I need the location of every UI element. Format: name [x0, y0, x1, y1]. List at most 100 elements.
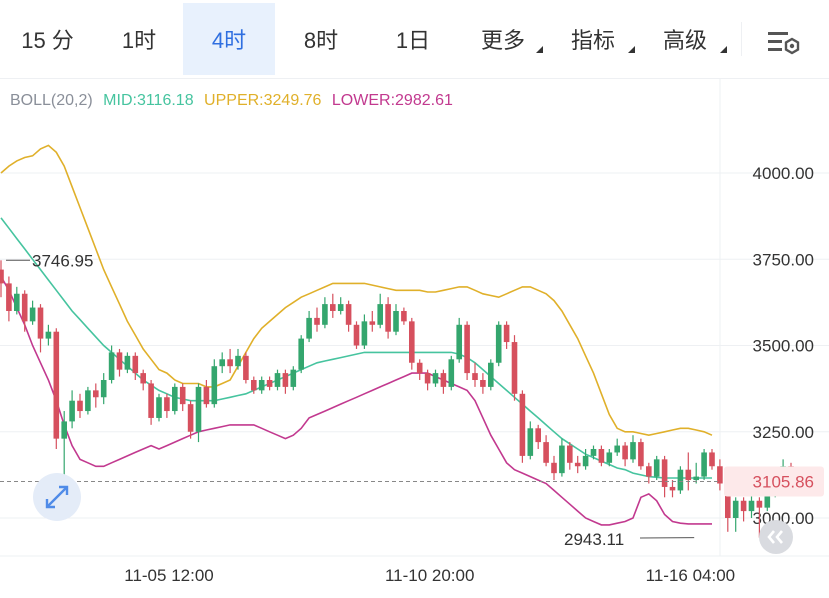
boll-label: BOLL(20,2) — [10, 92, 93, 109]
candle-body — [290, 369, 297, 387]
candle-body — [6, 283, 12, 311]
candle-body — [598, 449, 605, 463]
boll-legend: BOLL(20,2) MID:3116.18 UPPER:3249.76 LOW… — [10, 92, 459, 110]
candle-body — [187, 404, 194, 432]
candle-body — [582, 455, 589, 467]
candle-body — [685, 469, 692, 481]
candle-body — [140, 373, 146, 384]
tab-4[interactable]: 1日 — [367, 3, 459, 75]
chart-settings-icon[interactable] — [767, 30, 801, 56]
candle-body — [519, 393, 526, 456]
candle-body — [669, 486, 676, 491]
y-tick-label: 4000.00 — [753, 164, 814, 183]
candle-body — [37, 307, 44, 339]
tab-label: 指标 — [570, 28, 615, 53]
candle-body — [503, 324, 510, 343]
boll-upper-value: UPPER:3249.76 — [204, 92, 322, 109]
x-tick-label: 11-05 12:00 — [124, 566, 213, 585]
candle-body — [409, 321, 415, 363]
scroll-to-latest-button[interactable] — [759, 520, 793, 554]
candle-body — [677, 469, 684, 491]
candle-body — [424, 373, 431, 384]
candle-body — [108, 352, 115, 380]
candle-body — [740, 500, 747, 512]
candle-body — [85, 390, 91, 412]
candle-body — [401, 311, 407, 322]
candle-body — [227, 359, 233, 367]
candle-body — [211, 366, 218, 405]
candle-body — [456, 324, 462, 360]
tab-7[interactable]: 高级 — [639, 3, 731, 75]
candle-body — [638, 442, 644, 467]
candle-body — [353, 324, 360, 346]
candle-body — [29, 307, 36, 322]
candle-body — [495, 324, 502, 363]
candle-body — [559, 445, 565, 474]
candle-body — [661, 459, 668, 487]
candle-body — [693, 476, 699, 481]
candle-body — [172, 386, 178, 412]
candle-body — [156, 397, 162, 418]
candle-body — [464, 324, 470, 374]
y-tick-label: 3250.00 — [753, 423, 814, 442]
expand-arrows-icon — [45, 485, 69, 509]
tab-3[interactable]: 8时 — [275, 3, 367, 75]
candle-body — [235, 355, 241, 367]
candle-body — [179, 386, 186, 405]
candle-body — [764, 490, 771, 508]
candle-body — [314, 317, 320, 325]
high-annotation: 3746.95 — [32, 251, 93, 270]
candle-body — [614, 445, 620, 453]
candle-body — [472, 373, 478, 380]
candle-body — [330, 304, 336, 311]
candle-body — [606, 452, 613, 463]
candle-body — [701, 452, 707, 477]
expand-chart-button[interactable] — [33, 473, 81, 521]
candle-body — [551, 462, 557, 474]
tab-label: 1日 — [395, 28, 431, 53]
boll-upper-line — [0, 144, 713, 437]
candle-body — [266, 380, 273, 387]
dropdown-caret-icon — [536, 46, 543, 53]
candle-body — [709, 452, 715, 467]
candle-body — [527, 428, 534, 456]
candle-body — [258, 380, 265, 391]
candle-body — [377, 304, 383, 325]
candle-body — [448, 359, 455, 387]
tab-5[interactable]: 更多 — [459, 3, 547, 75]
tab-6[interactable]: 指标 — [547, 3, 639, 75]
candle-body — [203, 386, 210, 405]
boll-lower-value: LOWER:2982.61 — [331, 92, 453, 109]
candle-body — [756, 500, 763, 508]
boll-mid-value: MID:3116.18 — [103, 92, 194, 109]
dropdown-caret-icon — [628, 46, 635, 53]
candle-body — [717, 466, 723, 484]
y-tick-label: 3750.00 — [753, 250, 814, 269]
tab-label: 更多 — [480, 28, 525, 53]
candle-body — [306, 317, 312, 339]
candle-body — [361, 321, 368, 346]
candle-body — [45, 331, 52, 339]
candle-body — [385, 304, 391, 332]
current-price-label: 3105.86 — [753, 472, 814, 491]
candle-body — [322, 304, 328, 325]
candle-body — [93, 390, 99, 398]
tab-1[interactable]: 1时 — [95, 3, 183, 75]
candle-body — [416, 362, 423, 374]
candle-body — [345, 304, 352, 325]
tab-0[interactable]: 15 分 — [0, 3, 95, 75]
candle-body — [630, 442, 636, 460]
candle-body — [274, 373, 281, 387]
candle-body — [590, 449, 597, 456]
candle-body — [535, 428, 541, 443]
tab-2[interactable]: 4时 — [183, 3, 275, 75]
candle-body — [369, 321, 376, 325]
candle-body — [61, 421, 67, 439]
candle-body — [480, 380, 486, 387]
candle-body — [14, 293, 20, 311]
candle-body — [543, 442, 549, 463]
candle-body — [732, 500, 739, 518]
candle-body — [164, 397, 170, 412]
x-tick-label: 11-16 04:00 — [646, 566, 735, 585]
